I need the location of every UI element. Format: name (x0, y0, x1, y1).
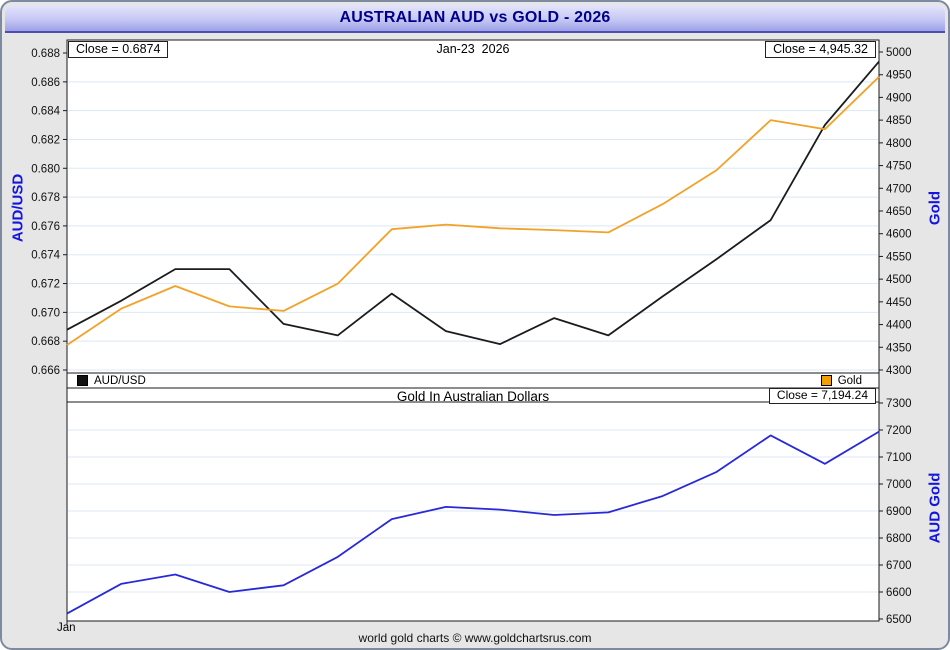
left-tick-label: 0.680 (31, 163, 60, 175)
right-tick-label: 7000 (886, 479, 912, 491)
date-label: Jan-23 2026 (436, 42, 510, 56)
right-tick-label: 6800 (886, 533, 912, 545)
left-tick-label: 0.670 (31, 307, 60, 319)
chart-title: AUSTRALIAN AUD vs GOLD - 2026 (339, 9, 611, 26)
title-bar: AUSTRALIAN AUD vs GOLD - 2026 (5, 5, 945, 33)
right-tick-label: 4850 (886, 115, 912, 127)
right-tick-label: 7300 (886, 398, 912, 410)
gold-swatch-icon (820, 375, 832, 386)
right-tick-label: 7100 (886, 452, 912, 464)
right-tick-label: 4450 (886, 297, 912, 309)
left-tick-label: 0.682 (31, 134, 60, 146)
right-axis-title-aud-gold: AUD Gold (926, 472, 944, 544)
right-tick-label: 7200 (886, 425, 912, 437)
right-tick-label: 4950 (886, 70, 912, 82)
series-line-gold (66, 76, 880, 346)
legend-item-gold: Gold (820, 374, 862, 387)
left-tick-label: 0.684 (31, 106, 60, 118)
right-tick-label: 4350 (886, 342, 912, 354)
right-tick-label: 4900 (886, 92, 912, 104)
right-tick-label: 4550 (886, 251, 912, 263)
right-tick-label: 4650 (886, 206, 912, 218)
right-tick-label: 4500 (886, 274, 912, 286)
left-tick-label: 0.668 (31, 336, 60, 348)
right-tick-label: 4750 (886, 161, 912, 173)
right-tick-label: 6600 (886, 587, 912, 599)
right-tick-label: 4400 (886, 320, 912, 332)
x-axis-tick-label-jan: Jan (57, 622, 76, 634)
left-axis-title: AUD/USD (9, 173, 27, 243)
left-tick-label: 0.686 (31, 77, 60, 89)
top-plot-area (66, 39, 880, 374)
aud-usd-swatch-icon (77, 375, 88, 386)
right-axis-title-gold: Gold (926, 190, 944, 226)
right-tick-label: 4600 (886, 229, 912, 241)
right-tick-label: 5000 (886, 47, 912, 59)
bottom-panel-title: Gold In Australian Dollars (396, 389, 550, 404)
left-tick-label: 0.666 (31, 365, 60, 377)
right-tick-label: 6500 (886, 614, 912, 626)
right-tick-label: 4700 (886, 183, 912, 195)
left-tick-label: 0.672 (31, 279, 60, 291)
left-tick-label: 0.688 (31, 48, 60, 60)
left-tick-label: 0.678 (31, 192, 60, 204)
right-tick-label: 4800 (886, 138, 912, 150)
left-tick-label: 0.676 (31, 221, 60, 233)
series-line-aud-usd (66, 61, 880, 346)
legend: AUD/USD Gold (68, 374, 878, 387)
right-tick-label: 6700 (886, 560, 912, 572)
bottom-close-right-box: Close = 7,194.24 (768, 388, 876, 404)
legend-label-gold: Gold (837, 374, 862, 387)
left-tick-label: 0.674 (31, 250, 60, 262)
legend-label-aud-usd: AUD/USD (94, 374, 146, 387)
right-tick-label: 4300 (886, 365, 912, 377)
series-line-aud-gold (66, 430, 880, 615)
top-close-left-box: Close = 0.6874 (68, 41, 169, 58)
top-close-right-box: Close = 4,945.32 (765, 41, 876, 58)
legend-item-aud-usd: AUD/USD (77, 375, 146, 387)
footer-credit: world gold charts © www.goldchartsrus.co… (358, 631, 592, 645)
right-tick-label: 6900 (886, 506, 912, 518)
